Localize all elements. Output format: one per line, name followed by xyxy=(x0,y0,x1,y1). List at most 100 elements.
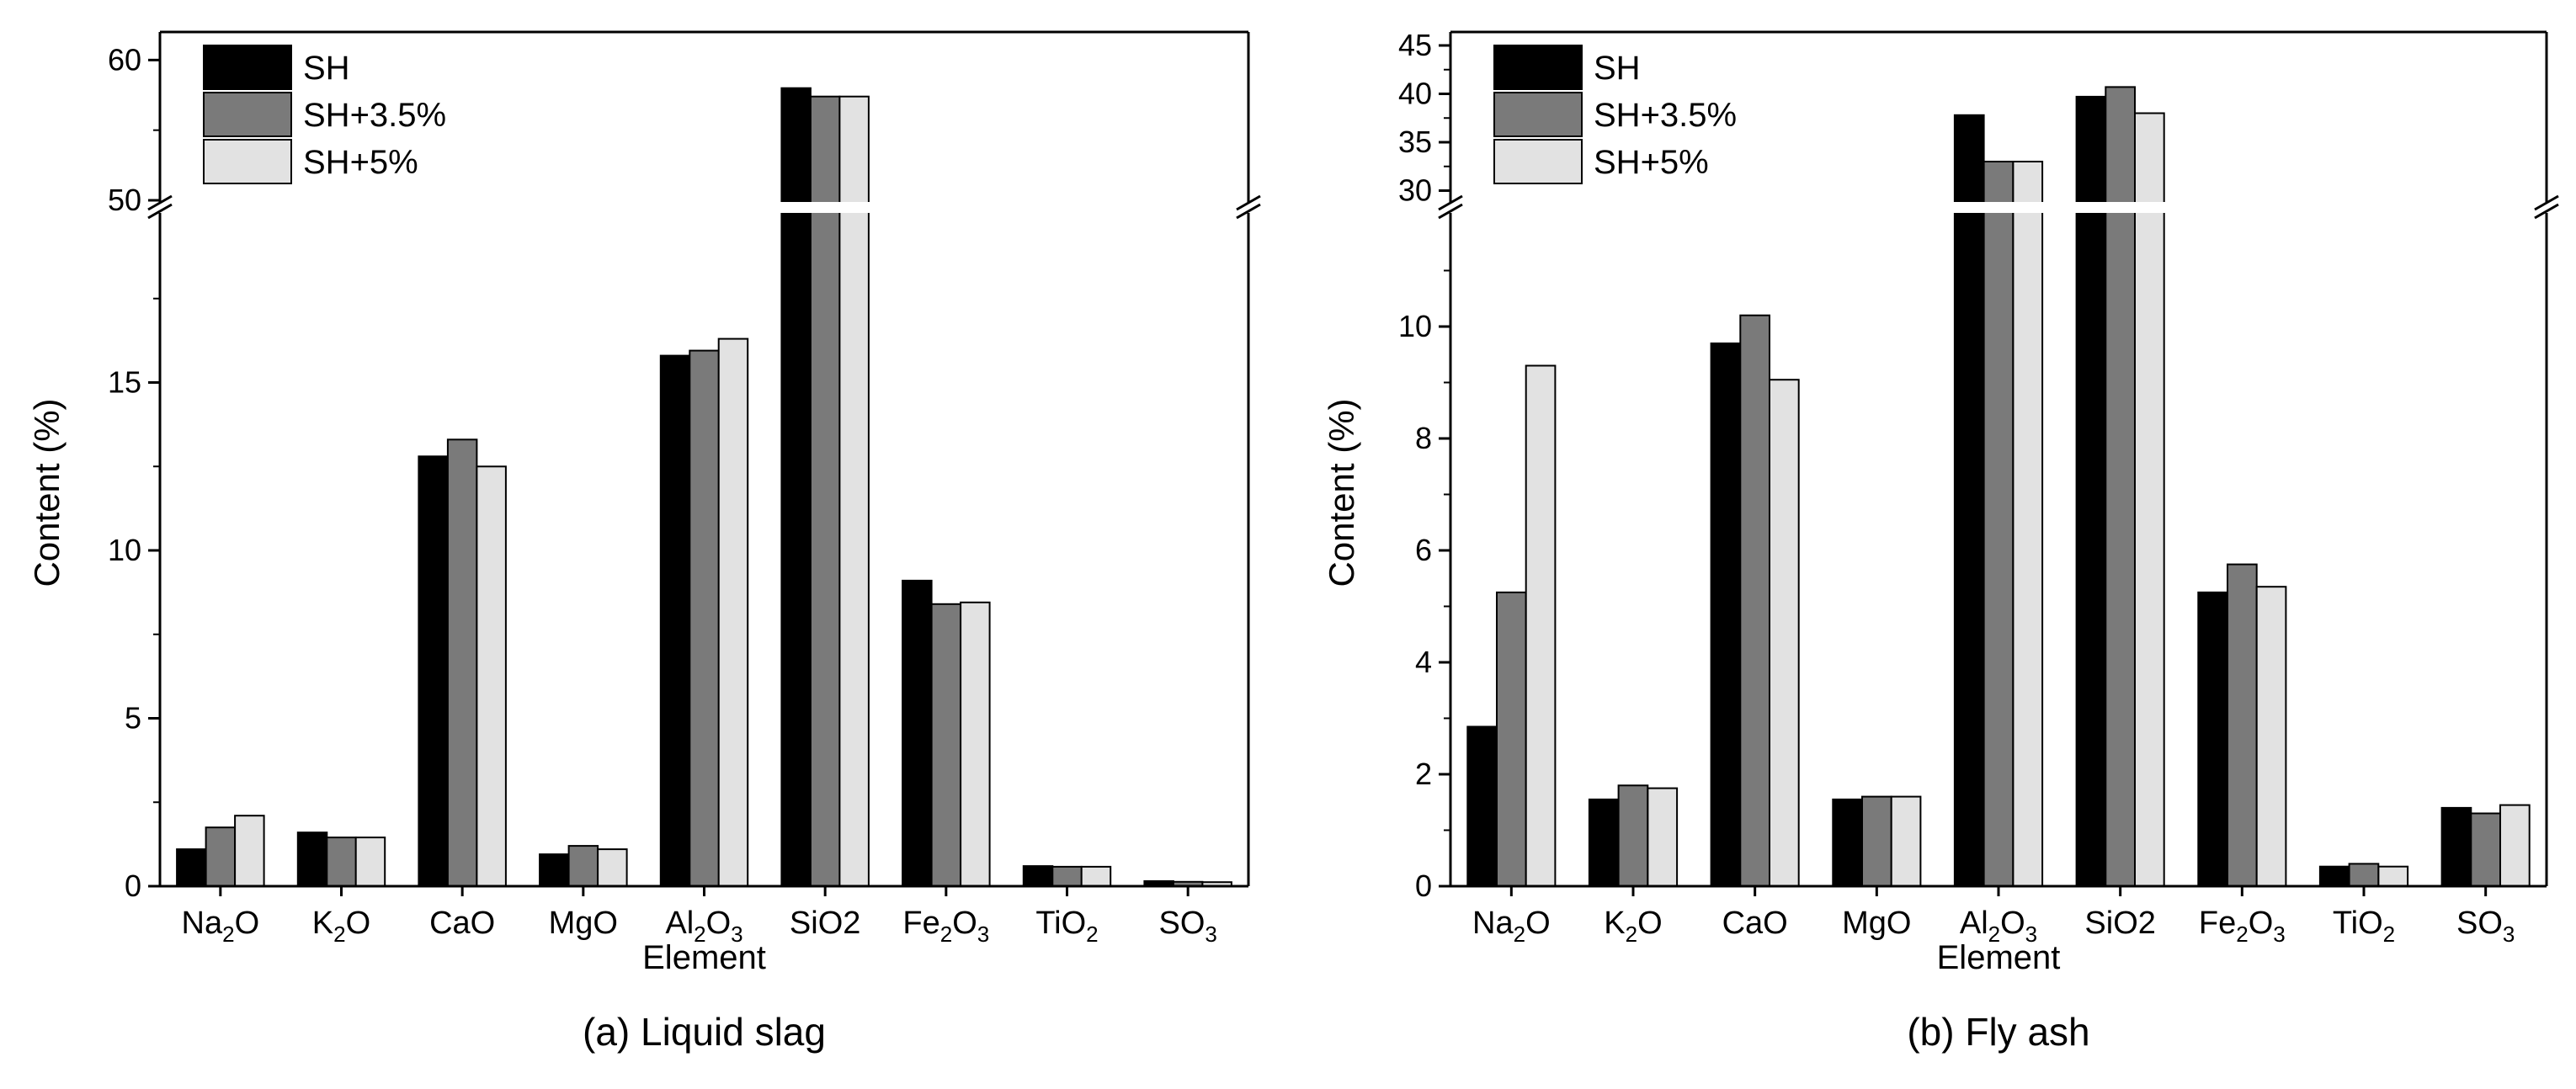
bar-SH35-5 xyxy=(809,95,841,887)
y-tick-label: 6 xyxy=(1415,533,1432,567)
y-tick-label: 35 xyxy=(1398,125,1432,159)
bar-SH35-7 xyxy=(1051,865,1083,888)
axis-break-mark xyxy=(147,203,173,220)
bar-SH-5 xyxy=(780,87,812,887)
axis-break-mark xyxy=(1438,194,1463,211)
bar-SH35-0 xyxy=(1496,591,1527,888)
legend-swatch-0 xyxy=(1493,45,1583,90)
x-tick-label-2: CaO xyxy=(1722,906,1788,941)
x-tick-label-8: SO3 xyxy=(1158,906,1216,947)
bar-SH-7 xyxy=(2318,865,2350,887)
bar-SH35-1 xyxy=(1617,784,1649,887)
bar-SH5-2 xyxy=(1769,379,1800,887)
y-axis-title: Content (%) xyxy=(27,398,67,587)
x-tick-label-1: K2O xyxy=(312,906,370,947)
bar-SH-0 xyxy=(1466,725,1498,887)
x-tick-label-7: TiO2 xyxy=(2333,906,2395,947)
x-tick-label-5: SiO2 xyxy=(790,906,860,941)
x-tick-label-8: SO3 xyxy=(2456,906,2515,947)
x-tick-label-1: K2O xyxy=(1604,906,1662,947)
x-tick-label-7: TiO2 xyxy=(1035,906,1098,947)
legend-label-1: SH+3.5% xyxy=(303,97,446,134)
bar-SH5-3 xyxy=(1890,795,1922,887)
y-tick-label: 5 xyxy=(125,701,141,736)
bar-SH5-5 xyxy=(838,95,870,887)
bar-SH-6 xyxy=(2197,591,2229,888)
bar-SH35-3 xyxy=(1861,795,1892,887)
axis-break-mark xyxy=(1236,203,1261,220)
legend-label-2: SH+5% xyxy=(1594,144,1709,181)
y-tick-label: 2 xyxy=(1415,757,1432,791)
bar-SH-2 xyxy=(1710,343,1742,887)
y-tick-label: 4 xyxy=(1415,645,1432,679)
x-tick-label-4: Al2O3 xyxy=(1960,906,2037,947)
bar-SH5-3 xyxy=(597,848,628,887)
bar-SH5-4 xyxy=(717,337,749,888)
bar-SH35-2 xyxy=(446,438,478,887)
x-axis-title: Element xyxy=(642,939,766,976)
bar-SH35-2 xyxy=(1739,314,1771,887)
axis-break-mark xyxy=(147,194,173,211)
y-tick-label: 30 xyxy=(1398,173,1432,208)
legend-label-2: SH+5% xyxy=(303,144,418,181)
bar-SH35-4 xyxy=(689,349,720,888)
legend-swatch-2 xyxy=(1493,139,1583,184)
bar-SH5-0 xyxy=(234,815,265,888)
y-tick-label: 15 xyxy=(108,365,141,400)
y-axis-title: Content (%) xyxy=(1322,398,1361,587)
bar-SH35-4 xyxy=(1983,161,2014,887)
panel-liquid-slag: 0 5 10 15 50 60 Na2O K2O CaO MgO Al2O3 SiO2 Fe2O3 TiO… xyxy=(27,30,1261,1054)
bar-SH5-2 xyxy=(476,465,507,888)
legend-label-1: SH+3.5% xyxy=(1594,97,1737,134)
bar-SH35-0 xyxy=(205,826,237,888)
bar-SH-3 xyxy=(539,853,570,887)
bar-SH5-6 xyxy=(960,601,991,887)
y-tick-label: 50 xyxy=(108,183,141,217)
x-tick-label-6: Fe2O3 xyxy=(2199,906,2286,947)
x-tick-label-3: MgO xyxy=(549,906,618,941)
bar-SH5-1 xyxy=(1647,787,1679,887)
y-tick-label: 0 xyxy=(125,869,141,903)
axis-break-mark xyxy=(2534,194,2559,211)
x-tick-label-4: Al2O3 xyxy=(665,906,742,947)
bar-SH-3 xyxy=(1832,798,1864,888)
bar-SH35-3 xyxy=(567,845,599,887)
axis-break-mark xyxy=(2534,203,2559,220)
y-tick-label: 10 xyxy=(1398,309,1432,343)
panel-caption: (b) Fly ash xyxy=(1907,1010,2089,1054)
legend-swatch-1 xyxy=(203,92,292,137)
legend-label-0: SH xyxy=(1594,50,1641,87)
legend-label-0: SH xyxy=(303,50,350,87)
bar-SH-6 xyxy=(902,579,933,888)
y-tick-label: 60 xyxy=(108,42,141,77)
y-tick-label: 8 xyxy=(1415,421,1432,455)
x-tick-label-3: MgO xyxy=(1842,906,1911,941)
x-axis-title: Element xyxy=(1937,939,2061,976)
bar-SH35-8 xyxy=(2470,812,2502,887)
legend-swatch-1 xyxy=(1493,92,1583,137)
axis-break-mark xyxy=(1438,203,1463,220)
legend-swatch-0 xyxy=(203,45,292,90)
panel-caption: (a) Liquid slag xyxy=(583,1010,826,1054)
y-tick-label: 45 xyxy=(1398,28,1432,62)
x-tick-label-5: SiO2 xyxy=(2084,906,2155,941)
axis-break-gap xyxy=(161,202,1248,213)
bar-SH-8 xyxy=(2440,806,2472,888)
bar-SH-4 xyxy=(659,354,691,888)
y-tick-label: 40 xyxy=(1398,77,1432,111)
x-tick-label-0: Na2O xyxy=(182,906,260,947)
x-tick-label-2: CaO xyxy=(429,906,495,941)
bar-SH5-8 xyxy=(2499,804,2531,887)
bar-SH5-4 xyxy=(2012,161,2044,887)
bar-SH-0 xyxy=(176,848,207,887)
bar-SH5-7 xyxy=(1080,865,1112,888)
bar-SH35-7 xyxy=(2348,863,2380,888)
bar-SH5-5 xyxy=(2134,112,2165,887)
bar-SH35-6 xyxy=(930,603,962,887)
bar-SH35-1 xyxy=(326,837,357,887)
bar-SH-1 xyxy=(1588,798,1620,888)
bar-SH5-7 xyxy=(2377,865,2409,887)
bar-SH-2 xyxy=(418,455,449,887)
bar-SH-4 xyxy=(1953,114,1985,888)
